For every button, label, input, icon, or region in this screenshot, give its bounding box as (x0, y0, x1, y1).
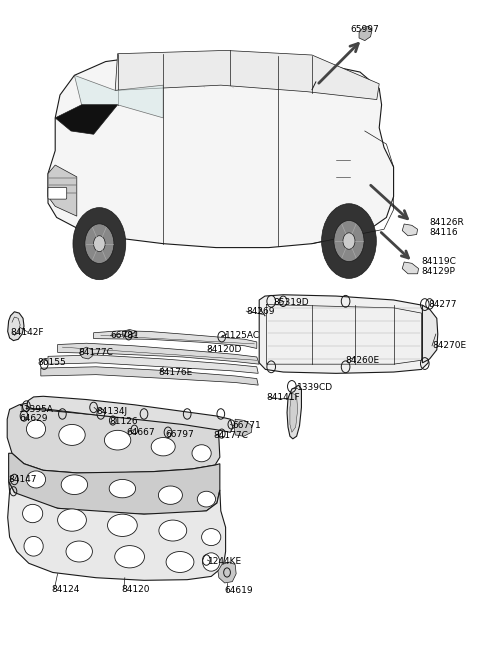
Ellipse shape (108, 514, 137, 536)
Ellipse shape (202, 529, 221, 546)
Text: 1244KE: 1244KE (208, 557, 242, 566)
Ellipse shape (24, 536, 43, 556)
Circle shape (322, 204, 376, 278)
Ellipse shape (192, 445, 211, 462)
Ellipse shape (197, 491, 216, 507)
Polygon shape (8, 481, 226, 580)
Text: 84177C: 84177C (214, 431, 249, 440)
Text: 84260E: 84260E (346, 356, 380, 365)
Circle shape (343, 233, 355, 250)
Text: 66771: 66771 (232, 421, 261, 430)
Text: 86155: 86155 (37, 358, 66, 367)
Polygon shape (80, 347, 92, 359)
Text: 1125AC: 1125AC (225, 331, 260, 340)
Polygon shape (55, 105, 118, 134)
Text: 65997: 65997 (350, 25, 379, 34)
Polygon shape (290, 393, 298, 432)
Ellipse shape (26, 471, 46, 488)
Text: 13395A: 13395A (19, 405, 54, 414)
Text: 64629: 64629 (19, 414, 48, 423)
Polygon shape (115, 50, 379, 100)
Ellipse shape (151, 438, 175, 456)
Polygon shape (94, 331, 257, 348)
Circle shape (73, 208, 126, 280)
Polygon shape (41, 367, 258, 385)
Ellipse shape (23, 504, 43, 523)
Text: 84176E: 84176E (158, 367, 192, 377)
Text: 84270E: 84270E (432, 341, 466, 350)
Polygon shape (7, 403, 220, 473)
Polygon shape (48, 165, 77, 216)
Text: 84119C: 84119C (421, 257, 456, 267)
Circle shape (334, 221, 364, 261)
Text: 84177C: 84177C (78, 348, 113, 357)
Text: 84124: 84124 (52, 585, 80, 594)
Circle shape (85, 224, 114, 263)
Ellipse shape (203, 553, 220, 571)
Ellipse shape (26, 420, 46, 438)
Polygon shape (8, 312, 24, 341)
Text: 1339CD: 1339CD (297, 383, 333, 392)
Ellipse shape (109, 479, 135, 498)
Text: 84126R: 84126R (430, 218, 464, 227)
Text: 84141F: 84141F (266, 393, 300, 402)
Ellipse shape (166, 552, 194, 572)
Text: 66797: 66797 (166, 430, 194, 439)
Polygon shape (27, 396, 233, 432)
Text: 85319D: 85319D (274, 298, 309, 307)
Text: 84269: 84269 (246, 307, 275, 316)
Text: 84116: 84116 (430, 228, 458, 237)
Text: 84147: 84147 (9, 475, 37, 484)
Polygon shape (48, 355, 258, 373)
Polygon shape (402, 262, 419, 274)
FancyBboxPatch shape (48, 187, 67, 199)
Polygon shape (48, 52, 394, 248)
Text: 84142F: 84142F (11, 328, 44, 337)
Ellipse shape (59, 424, 85, 445)
Text: 66781: 66781 (110, 331, 139, 340)
Text: 84277: 84277 (429, 300, 457, 309)
Polygon shape (9, 453, 220, 514)
Ellipse shape (104, 430, 131, 450)
Text: 84129P: 84129P (421, 267, 456, 276)
Polygon shape (259, 295, 430, 373)
Polygon shape (218, 562, 236, 583)
Ellipse shape (66, 541, 92, 562)
Ellipse shape (115, 546, 144, 568)
Polygon shape (74, 75, 163, 118)
Text: 84120: 84120 (121, 585, 150, 594)
Text: 84120D: 84120D (206, 345, 242, 354)
Circle shape (94, 236, 105, 252)
Polygon shape (234, 419, 252, 436)
Ellipse shape (158, 486, 182, 504)
Polygon shape (58, 343, 259, 364)
Polygon shape (122, 329, 137, 337)
Polygon shape (402, 224, 418, 236)
Text: 64619: 64619 (224, 586, 253, 595)
Ellipse shape (58, 509, 86, 531)
Text: 84134J: 84134J (96, 407, 127, 416)
Text: 64667: 64667 (126, 428, 155, 437)
Text: 81126: 81126 (109, 417, 138, 426)
Ellipse shape (159, 520, 187, 541)
Ellipse shape (61, 475, 88, 495)
Polygon shape (287, 385, 301, 439)
Polygon shape (422, 305, 438, 363)
Polygon shape (359, 26, 372, 41)
